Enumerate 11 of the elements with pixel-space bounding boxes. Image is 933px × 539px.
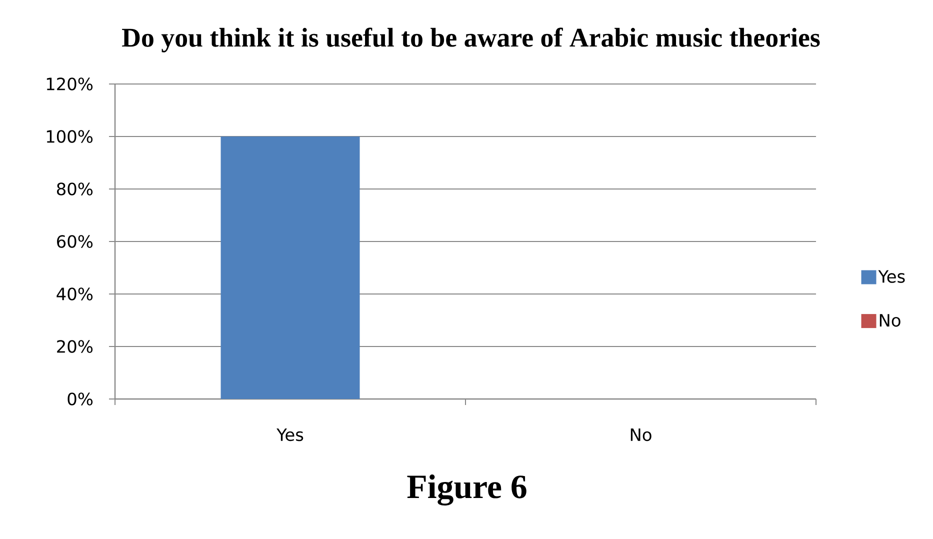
text: Figure 6: [407, 474, 526, 506]
y-tick-label: 80%: [57, 182, 93, 196]
y-tick-label: 40%: [56, 288, 93, 300]
chart-title: Do you think it is useful to be aware of Arabic music theories: [122, 28, 820, 52]
y-tick-label: 100%: [46, 130, 93, 143]
y-tick-label: 0%: [68, 392, 93, 406]
y-tick-label: 60%: [57, 235, 93, 248]
y-tick-label: 20%: [57, 340, 93, 353]
legend-label: Yes: [878, 270, 905, 283]
y-tick-label: 120%: [46, 78, 93, 90]
legend-label: No: [880, 314, 900, 327]
